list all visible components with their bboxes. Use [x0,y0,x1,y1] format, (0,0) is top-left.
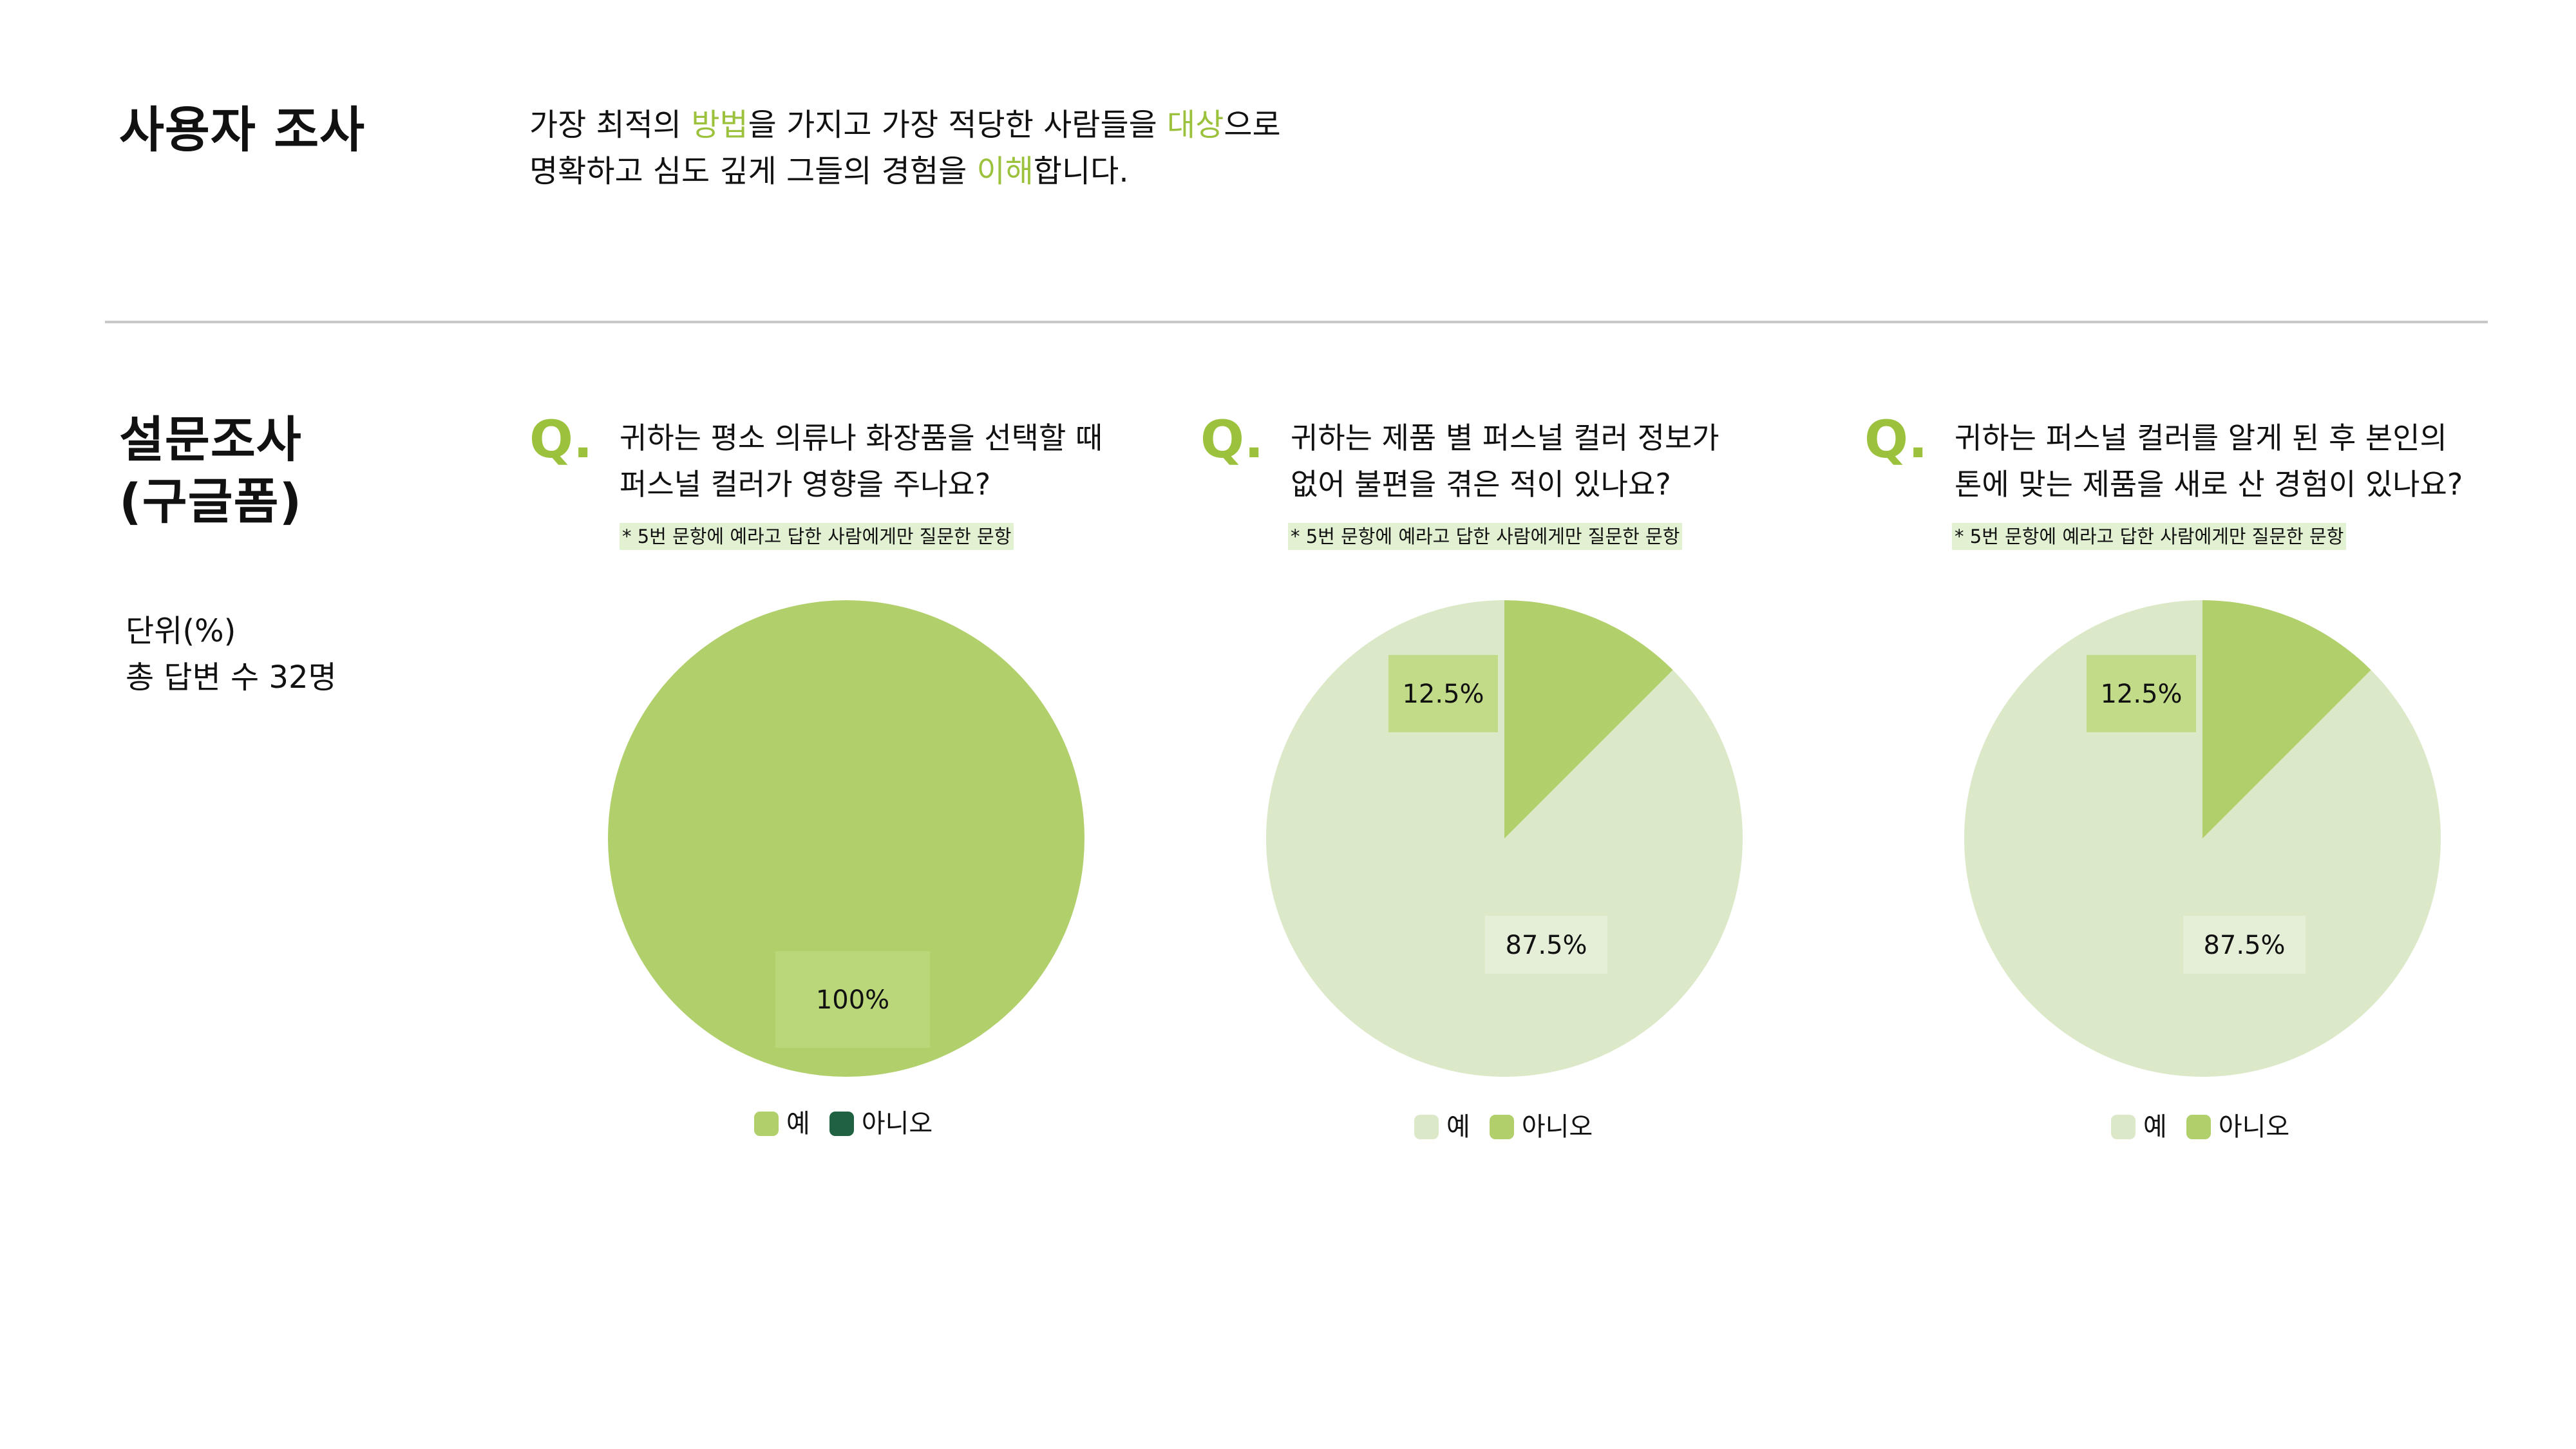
data-label-box [775,951,930,1048]
question-1-pie-chart: 100% [608,600,1084,1077]
survey-meta: 단위(%) 총 답변 수 32명 [126,608,337,701]
question-1-text: 귀하는 평소 의류나 화장품을 선택할 때 퍼스널 컬러가 영향을 주나요? [620,415,1103,507]
data-label-box [1388,655,1498,732]
data-label-box [1485,916,1607,974]
question-3-note: * 5번 문항에 예라고 답한 사람에게만 질문한 문항 [1952,523,2347,550]
intro-text: 가장 최적의 방법을 가지고 가장 적당한 사람들을 대상으로 명확하고 심도 … [529,102,1281,194]
legend-item: 예 [2111,1111,2167,1143]
intro-line-2: 명확하고 심도 깊게 그들의 경험을 이해합니다. [529,148,1281,194]
intro-segment: 명확하고 심도 깊게 그들의 경험을 [529,153,977,189]
legend-swatch [2111,1115,2136,1139]
legend-label: 예 [1446,1112,1470,1142]
legend-label: 아니오 [861,1109,933,1139]
question-1-legend: 예 아니오 [754,1108,939,1140]
survey-title: 설문조사 (구글폼) [119,409,302,533]
intro-segment: 합니다. [1033,153,1129,189]
legend-item: 예 [754,1108,810,1140]
legend-label: 아니오 [2218,1112,2290,1142]
question-2-line-1: 귀하는 제품 별 퍼스널 컬러 정보가 [1291,421,1719,455]
question-3-line-2: 톤에 맞는 제품을 새로 산 경험이 있나요? [1955,467,2463,502]
unit-label: 단위(%) [126,613,236,649]
intro-highlight: 대상 [1167,107,1224,143]
total-responses-label: 총 답변 수 32명 [126,659,337,696]
pie-slice-no [2202,600,2371,838]
pie-slice-yes [608,600,1084,1077]
intro-highlight: 이해 [976,153,1034,189]
legend-swatch [754,1112,779,1136]
data-label: 12.5% [2100,679,2182,709]
question-2-note: * 5번 문항에 예라고 답한 사람에게만 질문한 문항 [1288,523,1683,550]
legend-swatch [2186,1115,2211,1139]
intro-line-1: 가장 최적의 방법을 가지고 가장 적당한 사람들을 대상으로 [529,102,1281,148]
data-label: 87.5% [1505,931,1587,960]
question-3-line-1: 귀하는 퍼스널 컬러를 알게 된 후 본인의 [1955,421,2447,455]
question-1-line-2: 퍼스널 컬러가 영향을 주나요? [620,467,991,502]
data-label: 12.5% [1402,679,1484,709]
data-label-box [2183,916,2306,974]
question-2-legend: 예 아니오 [1414,1111,1599,1143]
intro-highlight: 방법 [691,107,748,143]
legend-item: 예 [1414,1111,1470,1143]
question-2-marker: Q. [1200,410,1264,469]
question-1-line-1: 귀하는 평소 의류나 화장품을 선택할 때 [620,421,1103,455]
question-2-line-2: 없어 불편을 겪은 적이 있나요? [1291,467,1671,502]
survey-title-line-2: (구글폼) [119,473,303,530]
legend-item: 아니오 [2186,1111,2289,1143]
pie-slice-no [1504,600,1673,838]
data-label: 87.5% [2203,931,2285,960]
legend-label: 예 [2143,1112,2167,1142]
question-3-text: 귀하는 퍼스널 컬러를 알게 된 후 본인의 톤에 맞는 제품을 새로 산 경험… [1955,415,2463,507]
section-divider [105,321,2488,323]
data-label-box [2087,655,2196,732]
legend-swatch [829,1112,854,1136]
data-label: 100% [816,985,889,1015]
legend-swatch [1489,1115,1514,1139]
question-1-marker: Q. [529,410,593,469]
intro-segment: 을 가지고 가장 적당한 사람들을 [748,107,1168,143]
intro-segment: 가장 최적의 [529,107,692,143]
question-3-legend: 예 아니오 [2111,1111,2296,1143]
legend-item: 아니오 [829,1108,933,1140]
question-3-marker: Q. [1864,410,1928,469]
question-2-text: 귀하는 제품 별 퍼스널 컬러 정보가 없어 불편을 겪은 적이 있나요? [1291,415,1719,507]
legend-label: 예 [786,1109,810,1139]
question-3-pie-chart: 87.5% 12.5% [1964,600,2441,1077]
legend-item: 아니오 [1489,1111,1593,1143]
survey-title-line-1: 설문조사 [119,411,302,468]
legend-swatch [1414,1115,1439,1139]
legend-label: 아니오 [1521,1112,1593,1142]
question-1-note: * 5번 문항에 예라고 답한 사람에게만 질문한 문항 [620,523,1014,550]
question-2-pie-chart: 87.5% 12.5% [1266,600,1743,1077]
intro-segment: 으로 [1224,107,1281,143]
page-title: 사용자 조사 [119,101,366,158]
